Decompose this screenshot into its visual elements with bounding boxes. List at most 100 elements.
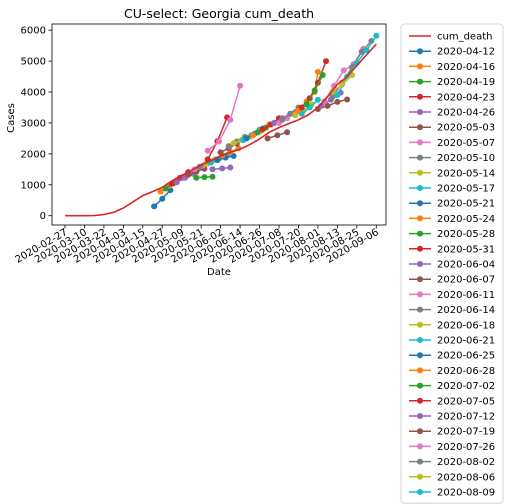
legend-label: 2020-04-19 — [437, 77, 495, 88]
legend-marker — [417, 245, 423, 252]
legend-item: 2020-05-07 — [409, 138, 495, 149]
legend-marker — [417, 230, 423, 237]
series-point — [314, 68, 321, 75]
legend-item: 2020-06-25 — [409, 351, 495, 362]
legend-label: 2020-06-18 — [437, 320, 495, 331]
legend-marker — [417, 413, 423, 419]
legend-marker — [417, 276, 423, 283]
legend-item: 2020-05-03 — [409, 123, 495, 134]
series-point — [292, 112, 299, 119]
series-extra-3 — [303, 72, 326, 108]
series-2020-07-19 — [264, 129, 291, 142]
series-point — [173, 179, 180, 186]
legend-marker — [417, 154, 423, 161]
legend-label: 2020-07-05 — [437, 396, 495, 407]
legend-item: 2020-08-02 — [409, 457, 495, 468]
legend-marker — [417, 489, 423, 495]
legend-label: 2020-05-10 — [437, 153, 495, 164]
actual-line — [65, 43, 377, 217]
legend-item: 2020-08-09 — [409, 488, 495, 499]
series-point — [298, 104, 305, 111]
legend-label: 2020-06-04 — [437, 260, 495, 271]
legend-label: 2020-05-14 — [437, 168, 495, 179]
series-point — [274, 132, 281, 139]
legend-item: 2020-04-16 — [409, 62, 495, 73]
series-point — [334, 98, 341, 105]
legend-marker — [417, 78, 423, 85]
y-axis-label: Cases — [6, 103, 17, 133]
legend-label: 2020-08-02 — [437, 457, 495, 468]
series-point — [151, 203, 158, 210]
series-point — [287, 110, 294, 117]
legend-item: 2020-04-23 — [409, 92, 495, 103]
legend-item: cum_death — [409, 32, 492, 43]
legend-label: 2020-06-07 — [437, 275, 495, 286]
series-point — [250, 132, 256, 139]
legend-marker — [417, 352, 423, 359]
legend-marker — [417, 215, 423, 222]
legend-item: 2020-05-14 — [409, 168, 495, 179]
legend-item: 2020-06-11 — [409, 290, 495, 301]
series-line — [207, 85, 241, 152]
legend-label: 2020-05-24 — [437, 214, 495, 225]
legend-marker — [417, 139, 423, 146]
series-2020-06-11 — [204, 82, 244, 154]
legend-marker — [417, 169, 423, 176]
legend-marker — [417, 200, 423, 207]
legend-item: 2020-06-21 — [409, 336, 495, 347]
series-point — [157, 188, 164, 195]
series-point — [303, 101, 310, 108]
plot-area: 01000200030004000500060002020-02-272020-… — [14, 23, 387, 266]
chart-title: CU-select: Georgia cum_death — [124, 6, 314, 21]
y-tick-label: 6000 — [21, 26, 46, 37]
legend-item: 2020-05-24 — [409, 214, 495, 225]
series-2020-04-12 — [151, 187, 174, 210]
series-point — [259, 126, 266, 133]
legend-marker — [417, 306, 423, 313]
y-tick-label: 2000 — [21, 149, 46, 160]
x-axis-label: Date — [207, 267, 231, 278]
legend-item: 2020-08-06 — [409, 472, 495, 483]
legend-marker — [417, 321, 423, 328]
legend-item: 2020-05-28 — [409, 229, 495, 240]
series-point — [334, 92, 341, 99]
series-point — [271, 120, 278, 126]
legend-item: 2020-07-05 — [409, 396, 495, 407]
series-point — [339, 81, 346, 88]
series-point — [225, 143, 232, 150]
legend-item: 2020-05-10 — [409, 153, 495, 164]
series-point — [318, 102, 325, 109]
legend-label: 2020-05-07 — [437, 138, 495, 149]
legend-label: 2020-06-14 — [437, 305, 495, 316]
legend-label: 2020-07-26 — [437, 442, 495, 453]
y-tick-label: 4000 — [21, 88, 46, 99]
legend-item: 2020-05-31 — [409, 244, 495, 255]
legend-label: 2020-08-06 — [437, 472, 495, 483]
legend-label: 2020-04-16 — [437, 62, 495, 73]
series-point — [204, 147, 211, 154]
series-point — [358, 48, 365, 55]
legend-marker — [417, 397, 423, 404]
legend-item: 2020-06-04 — [409, 260, 495, 271]
legend-label: 2020-05-17 — [437, 184, 495, 195]
axes-frame — [51, 23, 387, 226]
series-2020-06-04 — [209, 164, 234, 173]
series-point — [227, 164, 234, 171]
series-point — [230, 140, 237, 147]
legend-item: 2020-06-14 — [409, 305, 495, 316]
legend-item: 2020-05-21 — [409, 199, 495, 210]
legend-marker — [417, 367, 423, 374]
legend-item: 2020-06-18 — [409, 320, 495, 331]
series-point — [219, 165, 226, 172]
legend-label: 2020-04-23 — [437, 92, 495, 103]
legend-marker — [417, 185, 423, 191]
legend-item: 2020-07-02 — [409, 381, 495, 392]
legend-item: 2020-07-26 — [409, 442, 495, 453]
legend-marker — [417, 124, 423, 131]
series-point — [314, 96, 321, 103]
series-point — [284, 129, 291, 136]
legend-label: 2020-05-31 — [437, 244, 495, 255]
legend-label: 2020-07-12 — [437, 412, 495, 423]
legend-marker — [417, 428, 423, 435]
